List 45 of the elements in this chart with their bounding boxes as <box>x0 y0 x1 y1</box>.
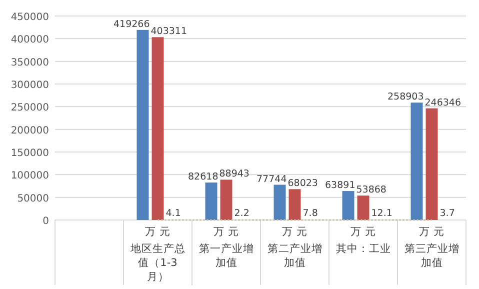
text: 万 元 <box>418 225 446 239</box>
bar <box>357 196 370 220</box>
text: 万 元 <box>281 225 308 239</box>
data-label: 7.8 <box>302 208 318 219</box>
y-tick-label: 100000 <box>10 170 49 182</box>
data-label: 3.7 <box>440 208 455 219</box>
y-tick-label: 300000 <box>10 80 49 91</box>
data-label: 258903 <box>387 92 424 103</box>
y-tick-label: 350000 <box>10 57 49 68</box>
y-tick-label: 0 <box>42 216 49 227</box>
y-tick-label: 400000 <box>10 34 49 46</box>
data-label: 4.1 <box>166 208 181 219</box>
data-label: 77744 <box>256 174 287 185</box>
bar <box>410 102 423 220</box>
data-label: 53868 <box>356 184 386 196</box>
x-tick-label: 其中：工业 <box>334 242 392 256</box>
bar <box>342 191 354 220</box>
bar <box>136 30 149 220</box>
data-label: 403311 <box>150 26 188 38</box>
y-tick-label: 250000 <box>10 102 49 114</box>
data-label: 63891 <box>325 180 356 192</box>
data-label: 82618 <box>188 172 218 183</box>
data-label: 2.2 <box>234 208 250 219</box>
data-label: 246346 <box>424 97 462 108</box>
text: 万 元 <box>350 225 377 239</box>
data-label: 88943 <box>219 168 250 180</box>
y-tick-label: 450000 <box>10 12 49 23</box>
x-tick-label: 第一产业增加值 <box>198 242 255 270</box>
y-tick-label: 50000 <box>17 193 49 204</box>
text: 万 元 <box>212 225 240 239</box>
y-tick-label: 150000 <box>10 148 49 159</box>
x-tick-label: 第三产业增加值 <box>403 242 460 270</box>
bar <box>426 108 438 220</box>
data-label: 12.1 <box>371 208 392 219</box>
bar <box>220 180 232 220</box>
bar <box>152 37 164 220</box>
text: 万 元 <box>144 225 172 239</box>
x-tick-label: 地区生产总值（1-3月） <box>129 242 186 284</box>
data-label: 419266 <box>113 18 150 30</box>
bar <box>288 189 301 220</box>
y-tick-label: 200000 <box>10 125 49 136</box>
bar <box>205 182 218 220</box>
x-tick-label: 第二产业增加值 <box>266 242 324 270</box>
data-label: 68023 <box>288 178 318 190</box>
bar <box>274 184 286 220</box>
